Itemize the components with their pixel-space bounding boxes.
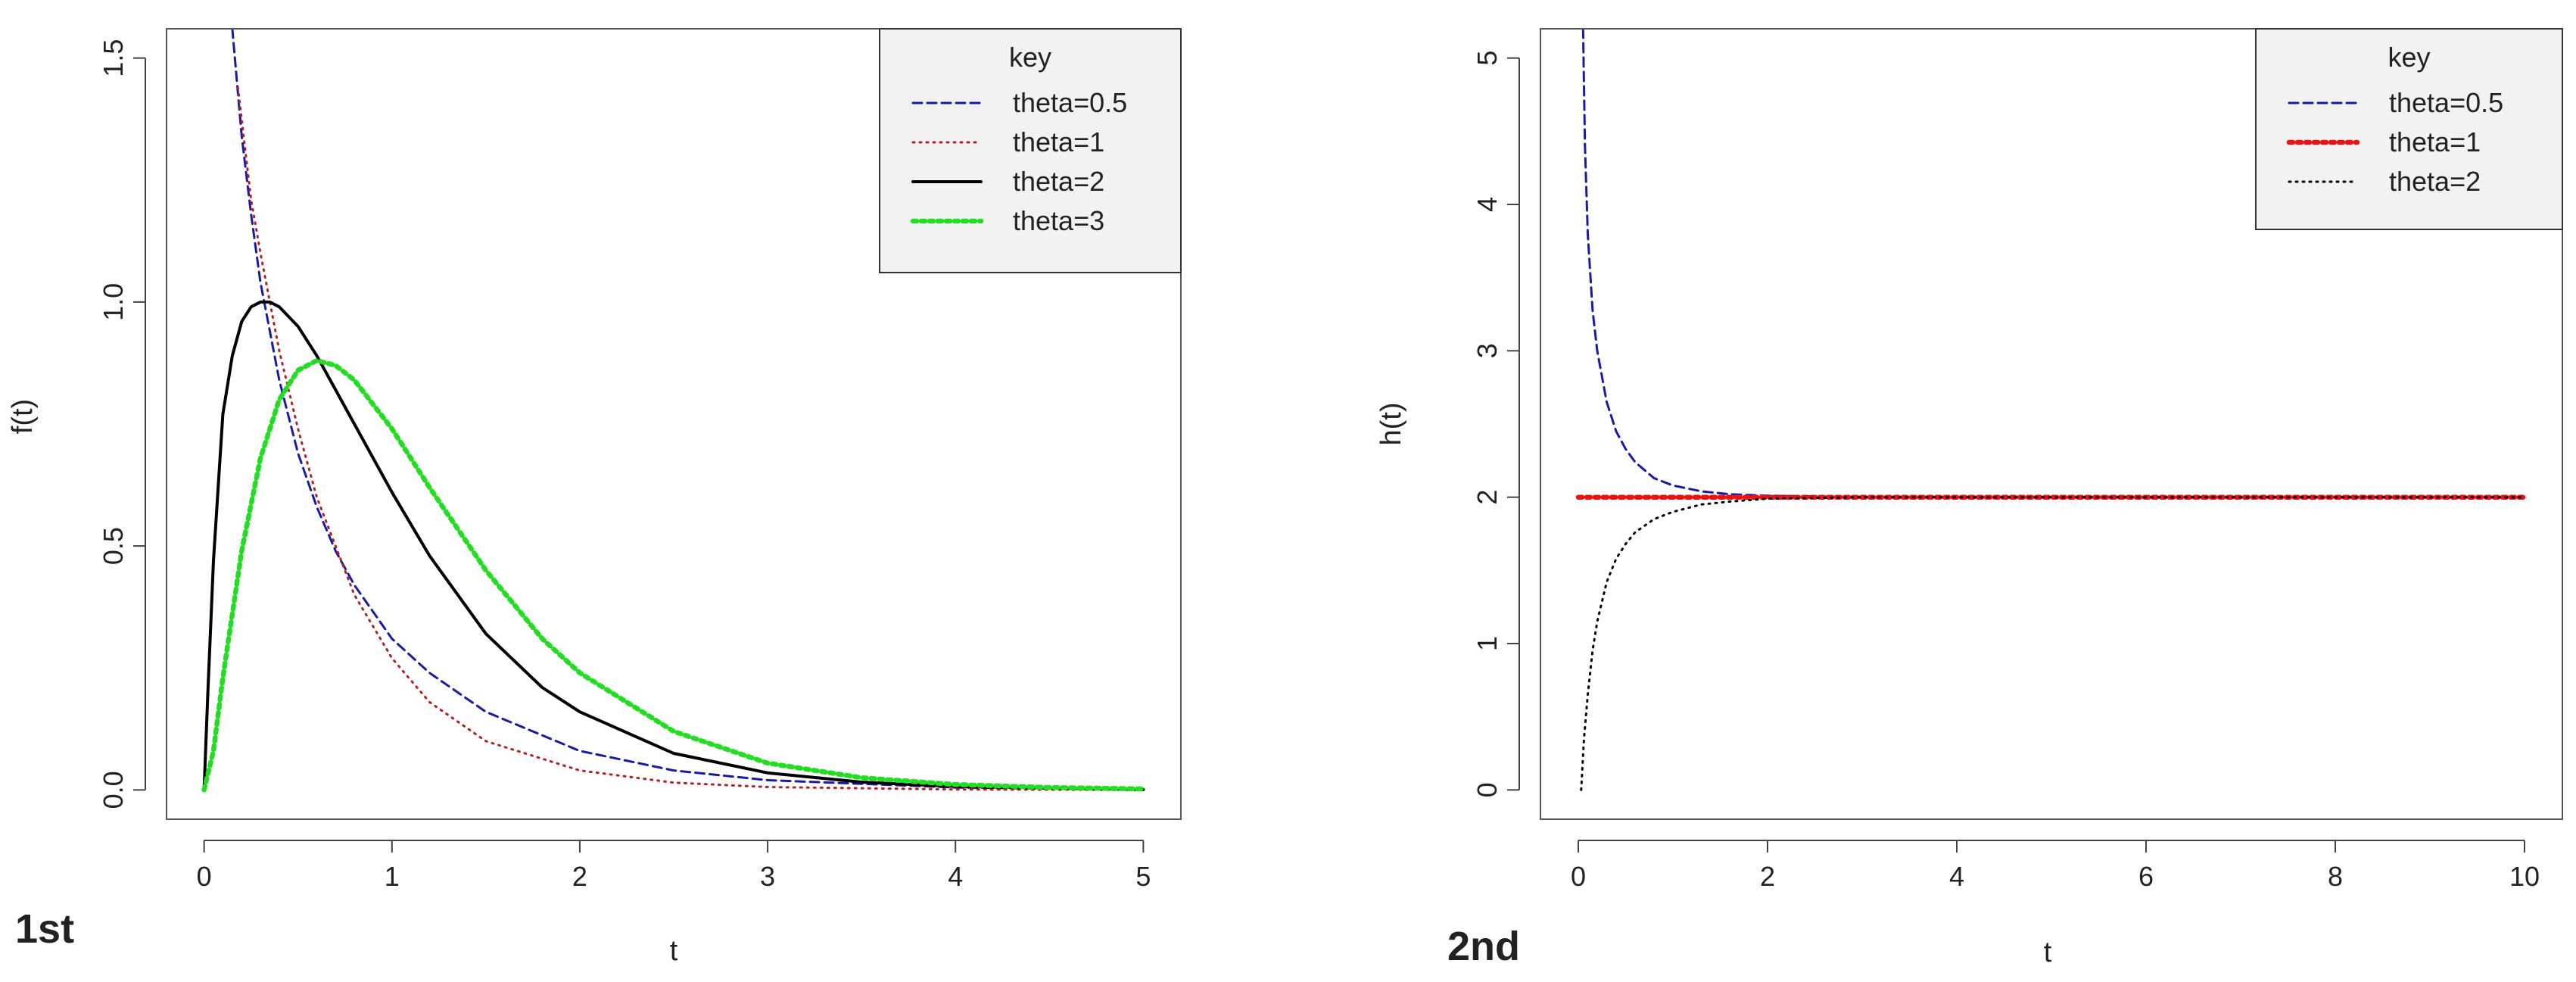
x-axis-label: t [2044,937,2052,968]
x-tick-label: 0 [197,861,212,892]
y-tick-label: 0.5 [98,527,129,565]
series-layer [1575,29,2528,791]
x-tick-label: 6 [2138,861,2154,892]
legend-label: theta=1 [2389,126,2481,157]
y-axis-label: f(t) [7,399,39,434]
x-tick-label: 4 [948,861,963,892]
y-tick-label: 5 [1472,51,1503,66]
axes-layer: 0 2 4 6 8 10 0 1 2 3 4 5 [1472,28,2563,892]
axes-layer: 0 1 2 3 4 5 0.0 0.5 1.0 1.5 [98,28,1182,892]
legend-label: theta=0.5 [1013,87,1127,118]
chart-1st: 0 1 2 3 4 5 0.0 0.5 1.0 1.5 key theta=0.5 theta=1 th… [7,28,1182,967]
y-tick-label: 3 [1472,343,1503,358]
x-tick-label: 10 [2509,861,2540,892]
x-tick-label: 8 [2328,861,2343,892]
x-tick-label: 1 [385,861,400,892]
legend-label: theta=3 [1013,205,1104,236]
plot-frame [1540,28,2563,820]
series-line-theta=2 [202,300,1145,792]
x-tick-label: 3 [760,861,775,892]
plot-frame [166,28,1182,820]
legend-title: key [2388,42,2430,73]
y-axis-label: h(t) [1375,403,1407,446]
series-line-theta=3 [201,357,1146,793]
legend-label: theta=2 [2389,166,2481,197]
legend-box [879,28,1182,273]
y-tick-label: 4 [1472,197,1503,212]
x-axis-label: t [670,935,678,967]
y-tick-label: 0 [1472,782,1503,797]
y-tick-label: 1.5 [98,39,129,77]
y-tick-label: 1.0 [98,283,129,321]
legend: key theta=0.5 theta=1 theta=2 theta=3 [879,28,1182,273]
x-tick-label: 0 [1571,861,1586,892]
legend-box [2255,28,2563,230]
x-tick-label: 2 [1760,861,1775,892]
legend-label: theta=1 [1013,126,1104,157]
legend-label: theta=2 [1013,166,1104,197]
legend-title: key [1009,42,1051,73]
panel-label: 1st [15,906,74,952]
x-tick-label: 5 [1135,861,1151,892]
series-line-theta=2 [1580,496,2526,791]
x-tick-label: 4 [1949,861,1964,892]
series-layer [201,29,1146,793]
y-tick-label: 1 [1472,636,1503,651]
legend-label: theta=0.5 [2389,87,2503,118]
panel-label: 2nd [1447,924,1520,969]
series-line-theta=0.5 [231,29,1145,791]
y-tick-label: 0.0 [98,771,129,809]
y-tick-label: 2 [1472,490,1503,505]
legend: key theta=0.5 theta=1 theta=2 [2255,28,2563,230]
chart-2nd: 0 2 4 6 8 10 0 1 2 3 4 5 key theta=0.5 theta=1 theta=2… [1375,28,2563,969]
x-tick-label: 2 [572,861,587,892]
